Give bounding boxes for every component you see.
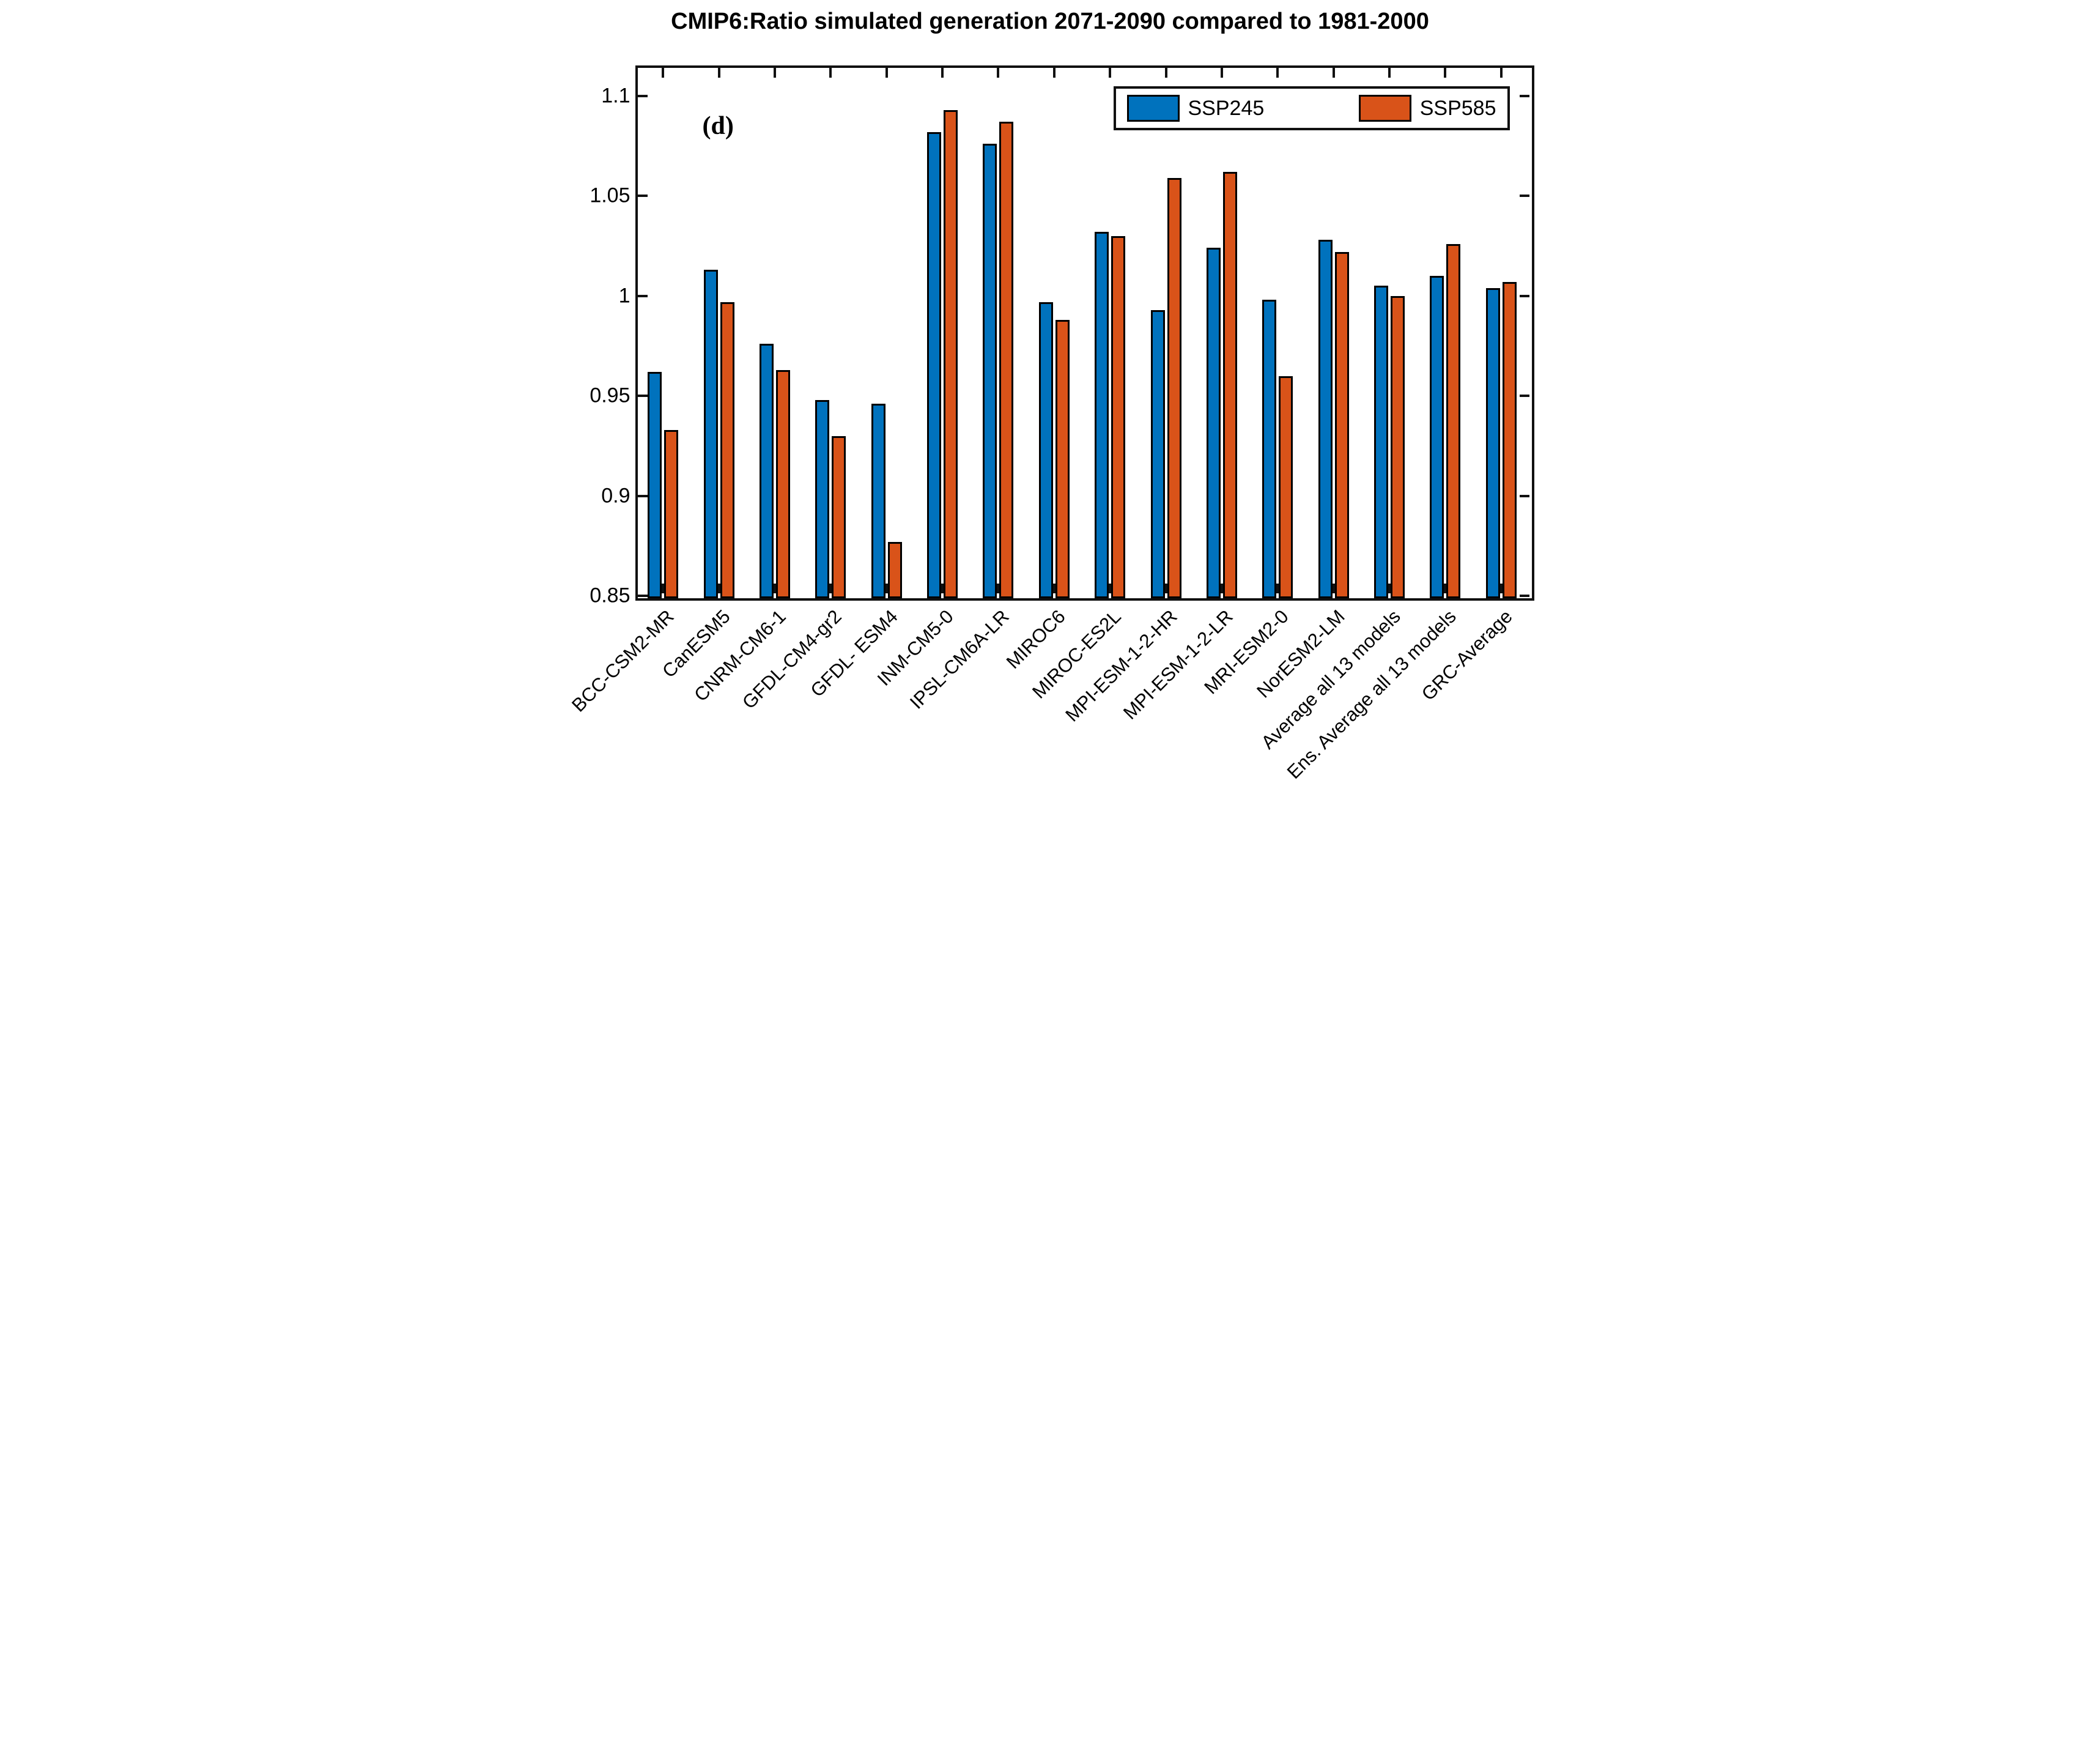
chart-title: CMIP6:Ratio simulated generation 2071-20… [671,9,1429,34]
bar-ssp585-4 [832,436,846,598]
x-axis-tick-top [1332,68,1335,78]
y-tick-label: 0.9 [601,484,630,508]
bar-ssp245-9 [1095,232,1109,598]
bar-ssp585-7 [999,122,1014,598]
x-axis-tick-top [829,68,832,78]
x-axis-tick-top [1276,68,1279,78]
bar-ssp245-2 [703,270,718,598]
bar-ssp585-8 [1055,320,1070,598]
figure: CMIP6:Ratio simulated generation 2071-20… [525,0,1575,874]
bar-ssp245-15 [1430,276,1444,598]
x-axis-tick-top [1444,68,1447,78]
y-tick-label: 0.95 [590,384,630,407]
x-axis-tick-bottom [1164,584,1167,593]
x-axis-tick-bottom [997,584,1000,593]
y-axis-tick [637,395,648,398]
bar-ssp245-5 [871,404,885,598]
x-axis-tick-top [941,68,944,78]
panel-label: (d) [702,112,734,140]
x-axis-tick-top [1052,68,1056,78]
x-axis-tick-bottom [1444,584,1447,593]
bar-ssp585-12 [1279,376,1293,598]
bar-ssp585-2 [720,302,734,598]
ssp585-swatch-icon [1358,95,1411,122]
bar-ssp585-6 [944,109,958,598]
y-axis-tick [1519,95,1529,97]
legend-item-ssp245: SSP245 [1126,95,1265,122]
x-axis-tick-bottom [1052,584,1056,593]
bar-ssp245-1 [648,371,662,598]
bar-ssp245-11 [1206,248,1221,598]
legend-item-ssp585: SSP585 [1358,95,1496,122]
y-axis-tick [637,294,648,297]
y-tick-label: 1 [618,284,630,308]
x-axis-tick-top [1109,68,1112,78]
y-axis-tick [1519,195,1529,198]
bar-ssp245-4 [815,399,830,598]
x-axis-tick-bottom [717,584,720,593]
x-axis-tick-bottom [662,584,665,593]
bar-ssp245-10 [1150,310,1165,598]
bar-ssp585-10 [1167,177,1181,598]
x-axis-tick-top [997,68,1000,78]
ssp245-swatch-icon [1126,95,1180,122]
y-tick-label: 1.05 [590,184,630,207]
x-axis-tick-bottom [773,584,776,593]
x-axis-tick-top [1499,68,1503,78]
y-tick-label: 0.85 [590,584,630,607]
x-axis-tick-bottom [941,584,944,593]
y-tick-label: 1.1 [601,84,630,108]
bar-ssp245-3 [759,344,774,598]
x-axis-tick-bottom [829,584,832,593]
x-axis-tick-bottom [1332,584,1335,593]
bar-ssp585-5 [887,541,902,598]
x-axis-tick-bottom [885,584,888,593]
bar-ssp245-7 [983,144,997,598]
x-axis-tick-top [1164,68,1167,78]
x-axis-tick-bottom [1276,584,1279,593]
bar-ssp585-14 [1391,295,1405,598]
y-axis-tick [1519,595,1529,597]
x-axis-tick-top [885,68,888,78]
bar-ssp585-3 [775,369,790,598]
bar-ssp585-9 [1111,236,1126,598]
bar-ssp245-14 [1374,286,1389,598]
x-axis-tick-top [717,68,720,78]
y-axis-tick [637,494,648,497]
legend: SSP245 SSP585 [1113,86,1510,130]
y-axis-tick [637,95,648,97]
x-axis-tick-bottom [1388,584,1391,593]
y-axis-tick [1519,494,1529,497]
bar-ssp245-8 [1038,302,1053,598]
x-axis-tick-top [773,68,776,78]
y-axis-tick [1519,395,1529,398]
y-axis-tick [1519,294,1529,297]
y-axis-tick [637,195,648,198]
bar-ssp245-6 [927,132,942,598]
bar-ssp585-13 [1334,251,1349,598]
bar-ssp245-13 [1318,240,1333,598]
x-axis-tick-top [1388,68,1391,78]
legend-label-ssp585: SSP585 [1419,96,1496,120]
bar-ssp585-15 [1446,243,1461,598]
x-axis-tick-bottom [1220,584,1223,593]
x-tick-label: CNRM-CM6-1 [690,606,790,706]
x-axis-tick-bottom [1499,584,1503,593]
bar-ssp585-1 [664,429,679,598]
y-axis-tick [637,595,648,597]
bar-ssp585-16 [1502,281,1517,598]
x-axis-tick-bottom [1109,584,1112,593]
legend-label-ssp245: SSP245 [1188,96,1265,120]
x-axis-tick-top [1220,68,1223,78]
bar-ssp245-16 [1485,287,1500,598]
bar-ssp245-12 [1262,300,1277,598]
x-axis-tick-top [662,68,665,78]
bar-ssp585-11 [1222,172,1237,598]
